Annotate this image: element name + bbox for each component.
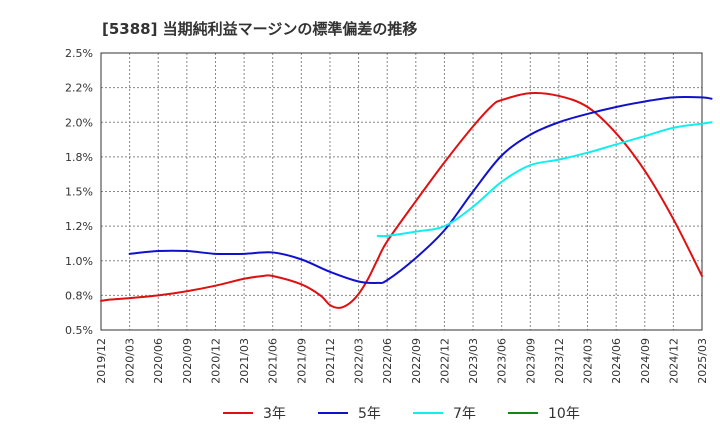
x-tick-label: 2024/09 [639, 338, 652, 384]
x-tick-label: 2025/03 [696, 338, 709, 384]
x-axis-ticks: 2019/12 2020/03 2020/06 2020/09 2020/12 2021/… [95, 338, 709, 384]
legend-label-10年: 10年 [548, 406, 580, 422]
x-tick-label: 2023/09 [524, 338, 537, 384]
plot-border [100, 52, 703, 331]
x-tick-label: 2020/12 [209, 338, 222, 384]
y-tick-label: 1.2% [65, 220, 93, 233]
x-tick-label: 2023/12 [553, 338, 566, 384]
x-tick-label: 2022/06 [381, 338, 394, 384]
x-tick-label: 2021/09 [295, 338, 308, 384]
y-tick-label: 0.5% [65, 324, 93, 337]
y-tick-label: 1.0% [65, 255, 93, 268]
y-tick-label: 2.5% [65, 47, 93, 60]
x-tick-label: 2024/12 [667, 338, 680, 384]
x-tick-label: 2022/03 [353, 338, 366, 384]
y-axis-ticks: 0.5% 0.8% 1.0% 1.2% 1.5% 1.8% 2.0% 2.2% 2.5% [65, 47, 93, 337]
y-tick-label: 1.5% [65, 186, 93, 199]
chart-title: [5388] 当期純利益マージンの標準偏差の推移 [102, 20, 417, 38]
x-tick-label: 2022/09 [410, 338, 423, 384]
x-tick-label: 2023/03 [467, 338, 480, 384]
x-tick-label: 2024/06 [610, 338, 623, 384]
y-tick-label: 2.0% [65, 116, 93, 129]
legend-label-3年: 3年 [263, 406, 286, 422]
x-tick-label: 2020/06 [152, 338, 165, 384]
y-tick-label: 2.2% [65, 82, 93, 95]
series-line-5年 [128, 95, 713, 285]
grid [101, 53, 702, 330]
x-tick-label: 2021/03 [238, 338, 251, 384]
legend-label-5年: 5年 [358, 406, 381, 422]
x-tick-label: 2022/12 [438, 338, 451, 384]
legend-label-7年: 7年 [453, 406, 476, 422]
legend: 3年 5年 7年 10年 [223, 406, 580, 422]
x-tick-label: 2020/03 [124, 338, 137, 384]
series-line-3年 [100, 91, 703, 309]
series-lines [100, 91, 713, 309]
y-tick-label: 0.8% [65, 289, 93, 302]
x-tick-label: 2020/09 [181, 338, 194, 384]
x-tick-label: 2023/06 [496, 338, 509, 384]
series-line-7年 [376, 121, 713, 238]
y-tick-label: 1.8% [65, 151, 93, 164]
x-tick-label: 2019/12 [95, 338, 108, 384]
x-tick-label: 2021/12 [324, 338, 337, 384]
x-tick-label: 2021/06 [267, 338, 280, 384]
x-tick-label: 2024/03 [582, 338, 595, 384]
